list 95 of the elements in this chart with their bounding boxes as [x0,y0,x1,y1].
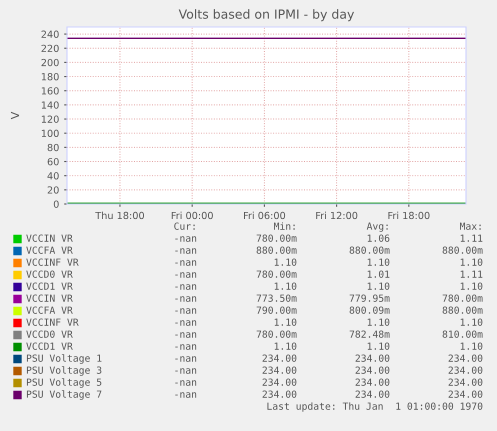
y-tick-label: 100 [42,130,59,138]
text: -nan [175,272,196,278]
text: -nan [175,260,196,266]
legend-label: VCCD1 VR [26,282,73,290]
legend-label: PSU Voltage 1 [26,354,102,364]
text: 1.11 [460,270,482,278]
text: 234.00 [262,354,296,362]
text: 1.10 [274,342,296,350]
text: 800.09m [350,306,390,314]
legend-label: VCCINF VR [26,258,79,266]
text: 1.10 [368,318,390,326]
x-tick-label: Fri 18:00 [388,212,430,220]
text: 1.10 [460,318,482,326]
text: 780.00m [442,294,483,302]
text: 880.00m [350,246,390,254]
legend-label: VCCD0 VR [26,330,73,338]
text: 880.00m [442,246,483,254]
text: 1.10 [274,318,296,326]
y-tick-label: 240 [42,30,59,38]
text: 1.10 [460,282,482,290]
text: Last update: Thu Jan 1 01:00:00 1970 [267,402,482,412]
text: 234.00 [262,378,296,386]
text: 1.10 [368,342,390,350]
x-tick-label: Fri 12:00 [316,212,358,220]
legend-label: PSU Voltage 3 [26,366,102,376]
y-tick-label: 0 [54,200,59,208]
text: 773.50m [256,294,297,302]
y-tick-label: 120 [42,116,59,123]
text: 810.00m [442,330,483,338]
text: 234.00 [448,378,482,386]
text: 782.48m [350,330,390,338]
legend-label: VCCFA VR [26,306,73,314]
text: -nan [175,296,196,302]
text: 1.10 [460,342,482,350]
text: -nan [175,320,196,326]
legend-label: VCCINF VR [26,318,79,326]
text: Cur: [174,222,195,230]
y-tick-label: 220 [42,44,59,52]
text: 234.00 [356,390,390,398]
text: -nan [175,356,196,362]
legend-label: VCCIN VR [26,294,73,302]
text: 1.10 [274,282,296,290]
text: 1.10 [460,258,482,266]
text: 234.00 [356,366,390,374]
x-tick-label: Fri 00:00 [172,212,213,220]
y-tick-label: 80 [48,144,59,152]
text: -nan [175,368,196,374]
legend-label: VCCFA VR [26,246,73,254]
text: Avg: [366,222,388,232]
legend-label: PSU Voltage 5 [26,378,102,388]
text: 790.00m [256,306,297,314]
y-tick-label: 140 [42,101,59,109]
text: 234.00 [448,354,482,362]
text: 234.00 [448,366,482,374]
y-tick-label: 40 [47,172,59,180]
y-axis-title: V [10,112,20,120]
text: -nan [175,332,196,338]
text: 780.00m [256,234,297,242]
y-tick-label: 200 [42,58,59,66]
y-tick-label: 160 [42,87,59,95]
text: -nan [175,380,196,386]
text: 1.10 [274,258,296,266]
text: 779.95m [350,294,390,302]
text: -nan [175,308,196,314]
text: 234.00 [262,366,296,374]
text: -nan [175,236,196,242]
text: 234.00 [448,390,482,398]
legend-label: VCCD0 VR [26,270,73,278]
x-tick-label: Thu 18:00 [95,212,144,220]
text: 1.06 [368,234,390,242]
text: 880.00m [256,246,297,254]
text: 1.01 [368,270,390,278]
text: -nan [175,284,196,290]
text: 780.00m [256,270,297,278]
y-tick-label: 60 [48,158,59,166]
text: 780.00m [256,330,297,338]
text: 880.00m [442,306,483,314]
text: 1.10 [368,258,390,266]
text: 234.00 [356,354,390,362]
text: 234.00 [262,390,296,398]
text: 1.10 [368,282,390,290]
text: -nan [175,248,196,254]
y-tick-label: 20 [48,186,59,194]
legend-label: VCCIN VR [26,234,73,242]
text: 234.00 [356,378,390,386]
text: Min: [274,222,295,230]
x-tick-label: Fri 06:00 [244,212,286,220]
chart-title: Volts based on IPMI - by day [178,9,354,22]
text: Max: [460,222,481,230]
text: -nan [175,392,196,398]
text: -nan [175,344,196,350]
y-tick-label: 180 [42,73,59,80]
legend-label: PSU Voltage 7 [26,390,102,400]
legend-label: VCCD1 VR [26,342,73,350]
text: 1.11 [460,234,482,242]
